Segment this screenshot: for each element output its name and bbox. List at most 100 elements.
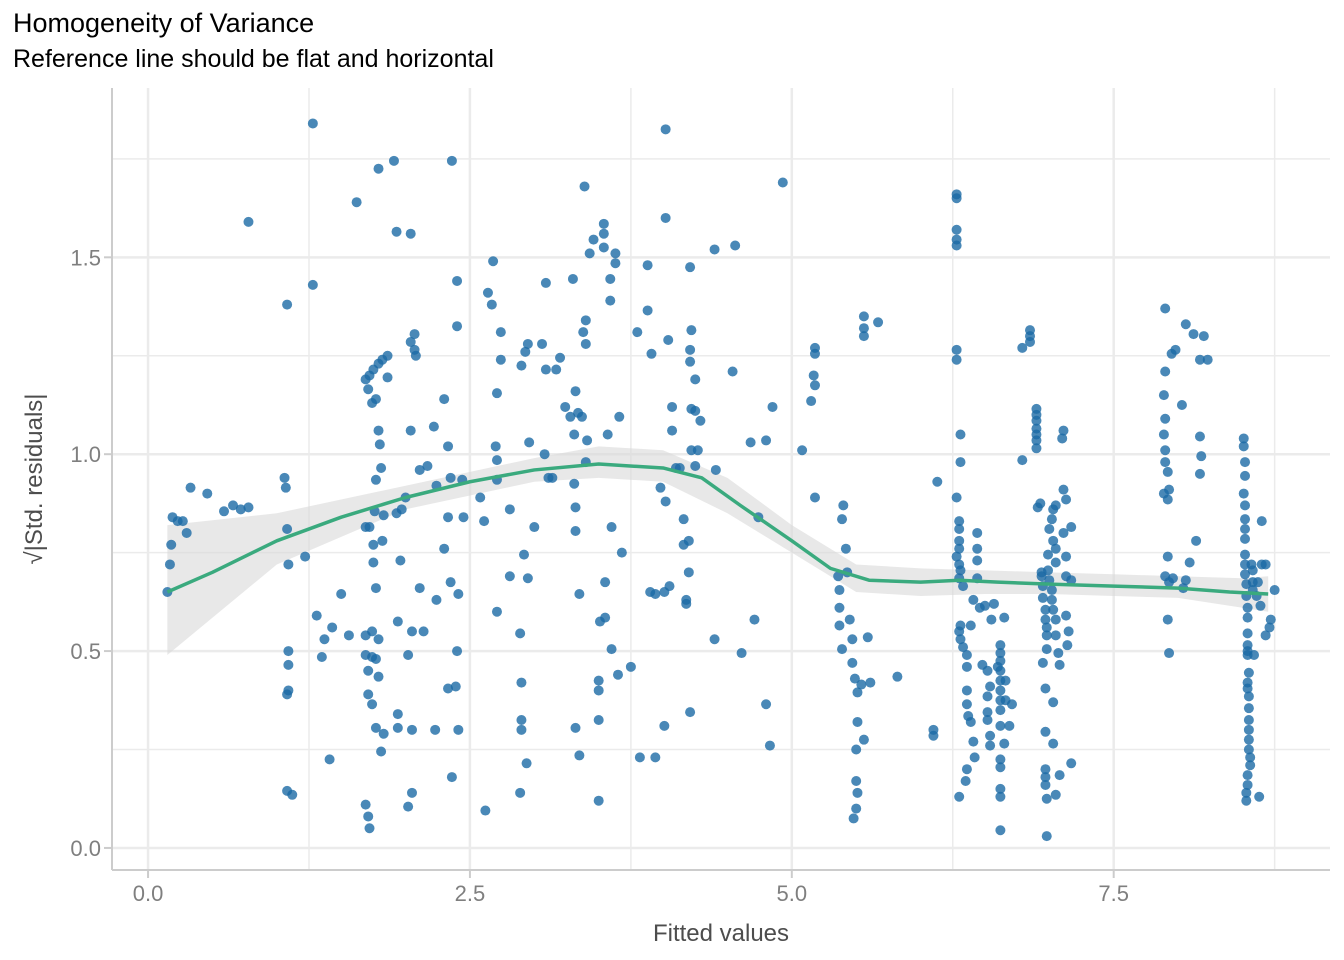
data-point	[1184, 557, 1195, 568]
data-point	[406, 724, 417, 735]
data-point	[951, 492, 962, 503]
data-point	[406, 787, 417, 798]
data-point	[1031, 443, 1042, 454]
data-point	[520, 346, 531, 357]
data-point	[490, 441, 501, 452]
data-point	[1243, 691, 1254, 702]
data-point	[1238, 441, 1249, 452]
data-point	[660, 496, 671, 507]
data-point	[660, 212, 671, 223]
data-point	[1243, 714, 1254, 725]
data-point	[1025, 336, 1036, 347]
data-point	[1162, 614, 1173, 625]
data-point	[378, 728, 389, 739]
y-axis-label: |Std. residuals|	[21, 393, 48, 551]
data-point	[540, 364, 551, 375]
data-point	[1162, 551, 1173, 562]
data-point	[363, 811, 374, 822]
data-point	[235, 504, 246, 515]
data-point	[667, 425, 678, 436]
data-point	[1050, 630, 1061, 641]
data-point	[650, 752, 661, 763]
data-point	[450, 681, 461, 692]
data-point	[972, 555, 983, 566]
data-point	[458, 512, 469, 523]
data-point	[1017, 342, 1028, 353]
data-point	[659, 720, 670, 731]
data-point	[1245, 752, 1256, 763]
data-point	[1050, 614, 1061, 625]
data-point	[418, 626, 429, 637]
data-point	[1252, 577, 1263, 588]
data-point	[1196, 451, 1207, 462]
data-point	[1050, 789, 1061, 800]
data-point	[761, 699, 772, 710]
data-point	[319, 634, 330, 645]
data-point	[999, 612, 1010, 623]
y-tick-label: 0.0	[70, 836, 101, 861]
data-point	[995, 791, 1006, 802]
data-point	[486, 299, 497, 310]
data-point	[280, 482, 291, 493]
data-point	[951, 240, 962, 251]
data-point	[969, 752, 980, 763]
data-point	[954, 543, 965, 554]
data-point	[851, 776, 862, 787]
data-point	[858, 734, 869, 745]
data-point	[1160, 457, 1171, 468]
data-point	[446, 155, 457, 166]
data-point	[370, 474, 381, 485]
data-point	[838, 500, 849, 511]
data-point	[972, 527, 983, 538]
data-point	[961, 661, 972, 672]
data-point	[598, 228, 609, 239]
data-point	[570, 525, 581, 536]
data-point	[858, 323, 869, 334]
data-point	[961, 699, 972, 710]
data-point	[632, 327, 643, 338]
data-point	[1066, 522, 1077, 533]
data-point	[797, 445, 808, 456]
data-point	[995, 685, 1006, 696]
data-point	[685, 707, 696, 718]
data-point	[1031, 435, 1042, 446]
data-point	[982, 707, 993, 718]
data-point	[972, 543, 983, 554]
data-point	[1240, 500, 1251, 511]
data-point	[579, 181, 590, 192]
data-point	[642, 260, 653, 271]
data-point	[685, 356, 696, 367]
data-point	[515, 628, 526, 639]
data-point	[593, 714, 604, 725]
data-point	[410, 350, 421, 361]
data-point	[954, 626, 965, 637]
data-point	[692, 445, 703, 456]
data-point	[690, 374, 701, 385]
data-point	[806, 396, 817, 407]
data-point	[955, 457, 966, 468]
data-point	[1240, 470, 1251, 481]
data-point	[961, 650, 972, 661]
data-point	[1046, 585, 1057, 596]
data-point	[1040, 764, 1051, 775]
data-point	[409, 329, 420, 340]
data-point	[307, 118, 318, 129]
data-point	[848, 813, 859, 824]
data-point	[1255, 600, 1266, 611]
data-point	[1194, 431, 1205, 442]
data-point	[955, 634, 966, 645]
data-point	[368, 557, 379, 568]
data-point	[761, 435, 772, 446]
data-point	[1040, 726, 1051, 737]
data-point	[985, 730, 996, 741]
data-point	[1037, 657, 1048, 668]
data-point	[367, 699, 378, 710]
data-point	[504, 504, 515, 515]
data-point	[1243, 703, 1254, 714]
data-point	[1202, 354, 1213, 365]
data-point	[985, 740, 996, 751]
data-point	[363, 665, 374, 676]
data-point	[1160, 445, 1171, 456]
data-point	[1243, 724, 1254, 735]
data-point	[809, 342, 820, 353]
